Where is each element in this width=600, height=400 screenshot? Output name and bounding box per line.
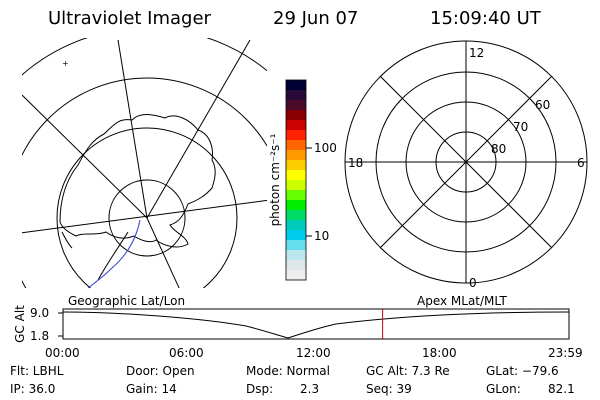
meridian-line	[146, 39, 251, 219]
strip-xtick: 23:59	[548, 346, 583, 360]
mode-info: Mode: Normal	[246, 364, 330, 378]
meridian-line	[117, 39, 148, 219]
colorbar-band	[286, 110, 306, 121]
colorbar-band	[286, 270, 306, 281]
colorbar-band	[286, 130, 306, 141]
door-info: Door: Open	[126, 364, 195, 378]
colorbar-tick-10: 10	[314, 229, 330, 243]
colorbar-band	[286, 180, 306, 191]
strip-ytick-bottom: 1.8	[30, 329, 50, 343]
colorbar-band	[286, 80, 306, 91]
meridian-line	[22, 94, 148, 219]
seq-info: Seq: 39	[366, 382, 412, 396]
colorbar-band	[286, 250, 306, 261]
gain-info: Gain: 14	[126, 382, 177, 396]
glon-value: 82.1	[548, 382, 575, 396]
dsp-value: 2.3	[300, 382, 320, 396]
mlt-label-top: 12	[469, 46, 485, 60]
small-marker: +	[62, 59, 69, 68]
colorbar-band	[286, 170, 306, 181]
meridian-line	[146, 217, 180, 288]
lat-circle	[56, 127, 238, 288]
colorbar-band	[286, 120, 306, 131]
ip-info: IP: 36.0	[10, 382, 56, 396]
colorbar-band	[286, 210, 306, 221]
colorbar	[285, 79, 312, 281]
colorbar-tick-100: 100	[314, 141, 337, 155]
coastline	[59, 114, 216, 248]
strip-xtick: 06:00	[169, 346, 204, 360]
date-label: 29 Jun 07	[273, 8, 359, 29]
strip-xtick: 18:00	[422, 346, 457, 360]
geographic-map	[22, 38, 267, 288]
lat-circle	[22, 77, 267, 288]
ground-track	[87, 219, 141, 289]
time-label: 15:09:40 UT	[430, 8, 541, 29]
apex-map	[344, 40, 588, 284]
colorbar-band	[286, 200, 306, 211]
colorbar-band	[286, 190, 306, 201]
colorbar-band	[286, 260, 306, 271]
colorbar-band	[286, 90, 306, 101]
colorbar-band	[286, 240, 306, 251]
strip-ylabel: GC Alt	[13, 305, 27, 343]
colorbar-band	[286, 160, 306, 171]
left-map-label: Geographic Lat/Lon	[68, 294, 186, 308]
colorbar-band	[286, 230, 306, 241]
flt-info: Flt: LBHL	[10, 364, 64, 378]
glon-label: GLon:	[486, 382, 521, 396]
mlt-label-left: 18	[348, 156, 364, 170]
colorbar-band	[286, 220, 306, 231]
altitude-curve	[62, 311, 570, 339]
mlat-label-60: 60	[535, 98, 551, 112]
right-map-label: Apex MLat/MLT	[417, 294, 507, 308]
strip-ytick-top: 9.0	[30, 306, 50, 320]
colorbar-band	[286, 150, 306, 161]
mlt-line	[379, 75, 553, 249]
mlt-label-right: 6	[577, 156, 585, 170]
strip-xtick: 12:00	[296, 346, 331, 360]
peninsula	[97, 231, 129, 281]
mlat-label-80: 80	[491, 142, 507, 156]
gc-alt-info: GC Alt: 7.3 Re	[366, 364, 450, 378]
colorbar-band	[286, 100, 306, 111]
strip-xtick: 00:00	[45, 346, 80, 360]
glat-info: GLat: −79.6	[486, 364, 559, 378]
lat-circle	[108, 179, 186, 257]
altitude-strip	[58, 308, 570, 340]
colorbar-band	[286, 140, 306, 151]
mlat-label-70: 70	[513, 120, 529, 134]
page-title: Ultraviolet Imager	[48, 8, 211, 29]
dsp-label: Dsp:	[246, 382, 274, 396]
colorbar-label: photon cm⁻²s⁻¹	[268, 133, 282, 227]
mlt-label-bottom: 0	[469, 276, 477, 290]
